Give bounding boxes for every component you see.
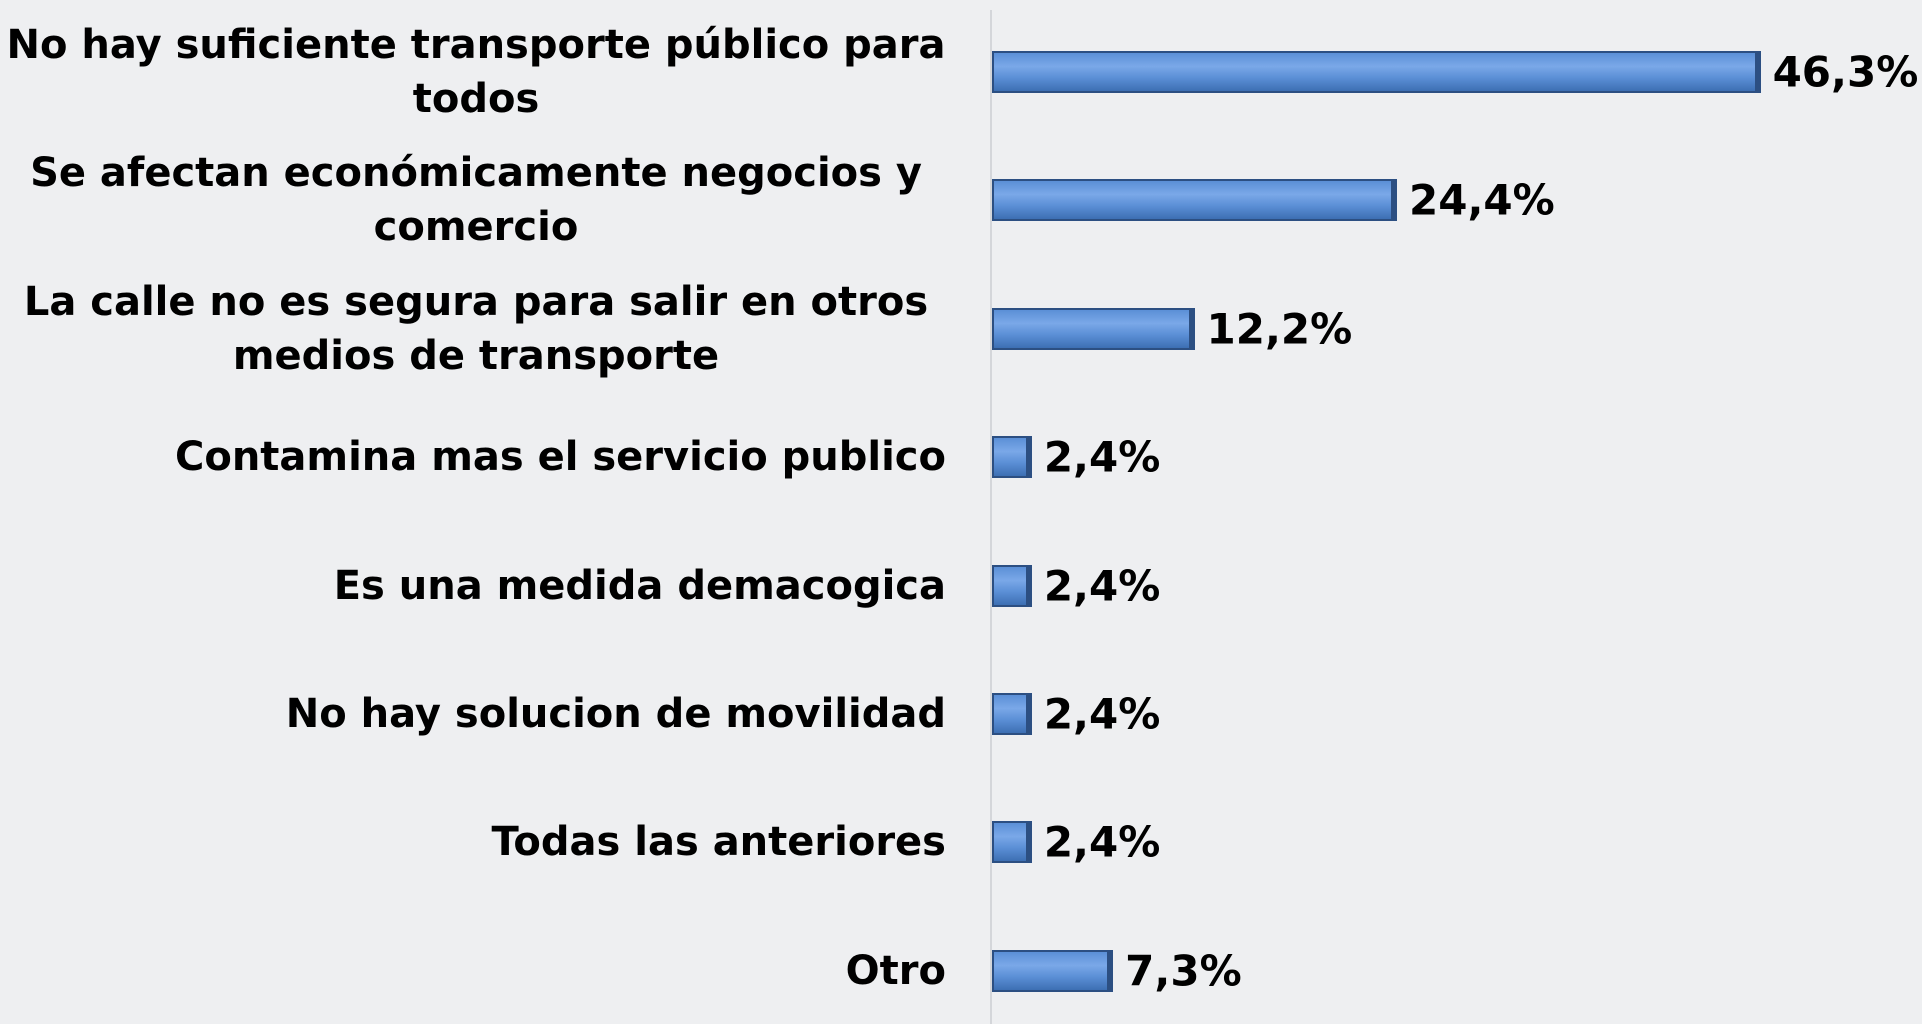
value-label: 2,4%: [1043, 817, 1161, 867]
bar: [992, 693, 1032, 735]
value-label: 46,3%: [1772, 47, 1919, 97]
axis-line: [990, 10, 992, 1024]
category-label: La calle no es segura para salir en otro…: [23, 278, 929, 379]
category-label: Es una medida demacogica: [333, 562, 946, 609]
bar: [992, 179, 1398, 222]
category-label: Se afectan económicamente negocios y com…: [30, 150, 922, 251]
category-label: No hay solucion de movilidad: [285, 691, 946, 737]
category-label: Otro: [845, 947, 946, 994]
value-label: 2,4%: [1043, 689, 1161, 739]
bar: [992, 307, 1195, 350]
value-label: 7,3%: [1125, 946, 1242, 996]
value-label: 2,4%: [1043, 432, 1161, 482]
bar: [992, 51, 1761, 93]
category-label: No hay suficiente transporte público par…: [6, 22, 946, 122]
bar: [992, 564, 1032, 607]
bar: [992, 436, 1032, 479]
value-label: 12,2%: [1206, 304, 1353, 354]
category-label: Contamina mas el servicio publico: [174, 434, 946, 481]
category-label: Todas las anteriores: [491, 819, 946, 866]
bar: [992, 949, 1114, 992]
value-label: 2,4%: [1043, 561, 1161, 611]
bar: [992, 821, 1032, 864]
value-label: 24,4%: [1409, 175, 1555, 225]
